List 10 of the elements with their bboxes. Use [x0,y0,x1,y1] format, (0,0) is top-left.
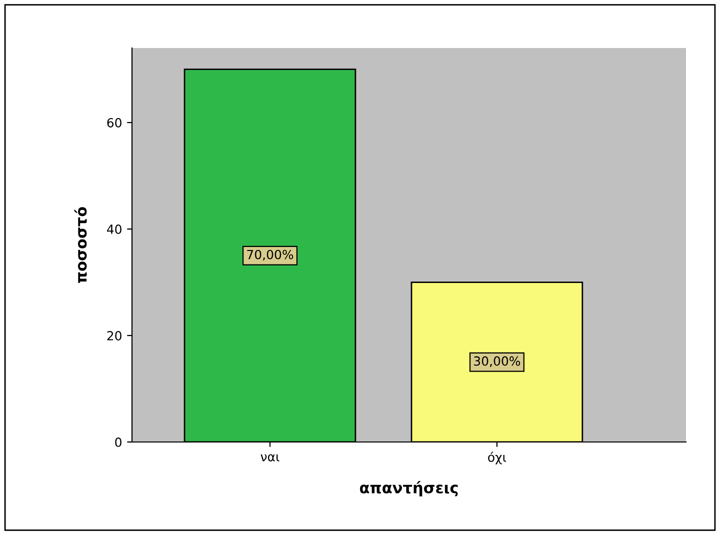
x-tick-label: ναι [260,454,280,462]
x-tick-label: όχι [488,452,506,464]
y-tick-label: 40 [106,224,122,234]
data-label: 70,00% [247,250,294,261]
y-tick-label: 20 [107,330,122,340]
y-tick-label: 60 [107,118,122,128]
data-label: 30,00% [474,356,520,368]
x-axis-title: απαντήσεις [360,480,458,496]
y-axis-title: ποσοστό [74,207,87,283]
y-tick-label: 0 [115,437,122,447]
